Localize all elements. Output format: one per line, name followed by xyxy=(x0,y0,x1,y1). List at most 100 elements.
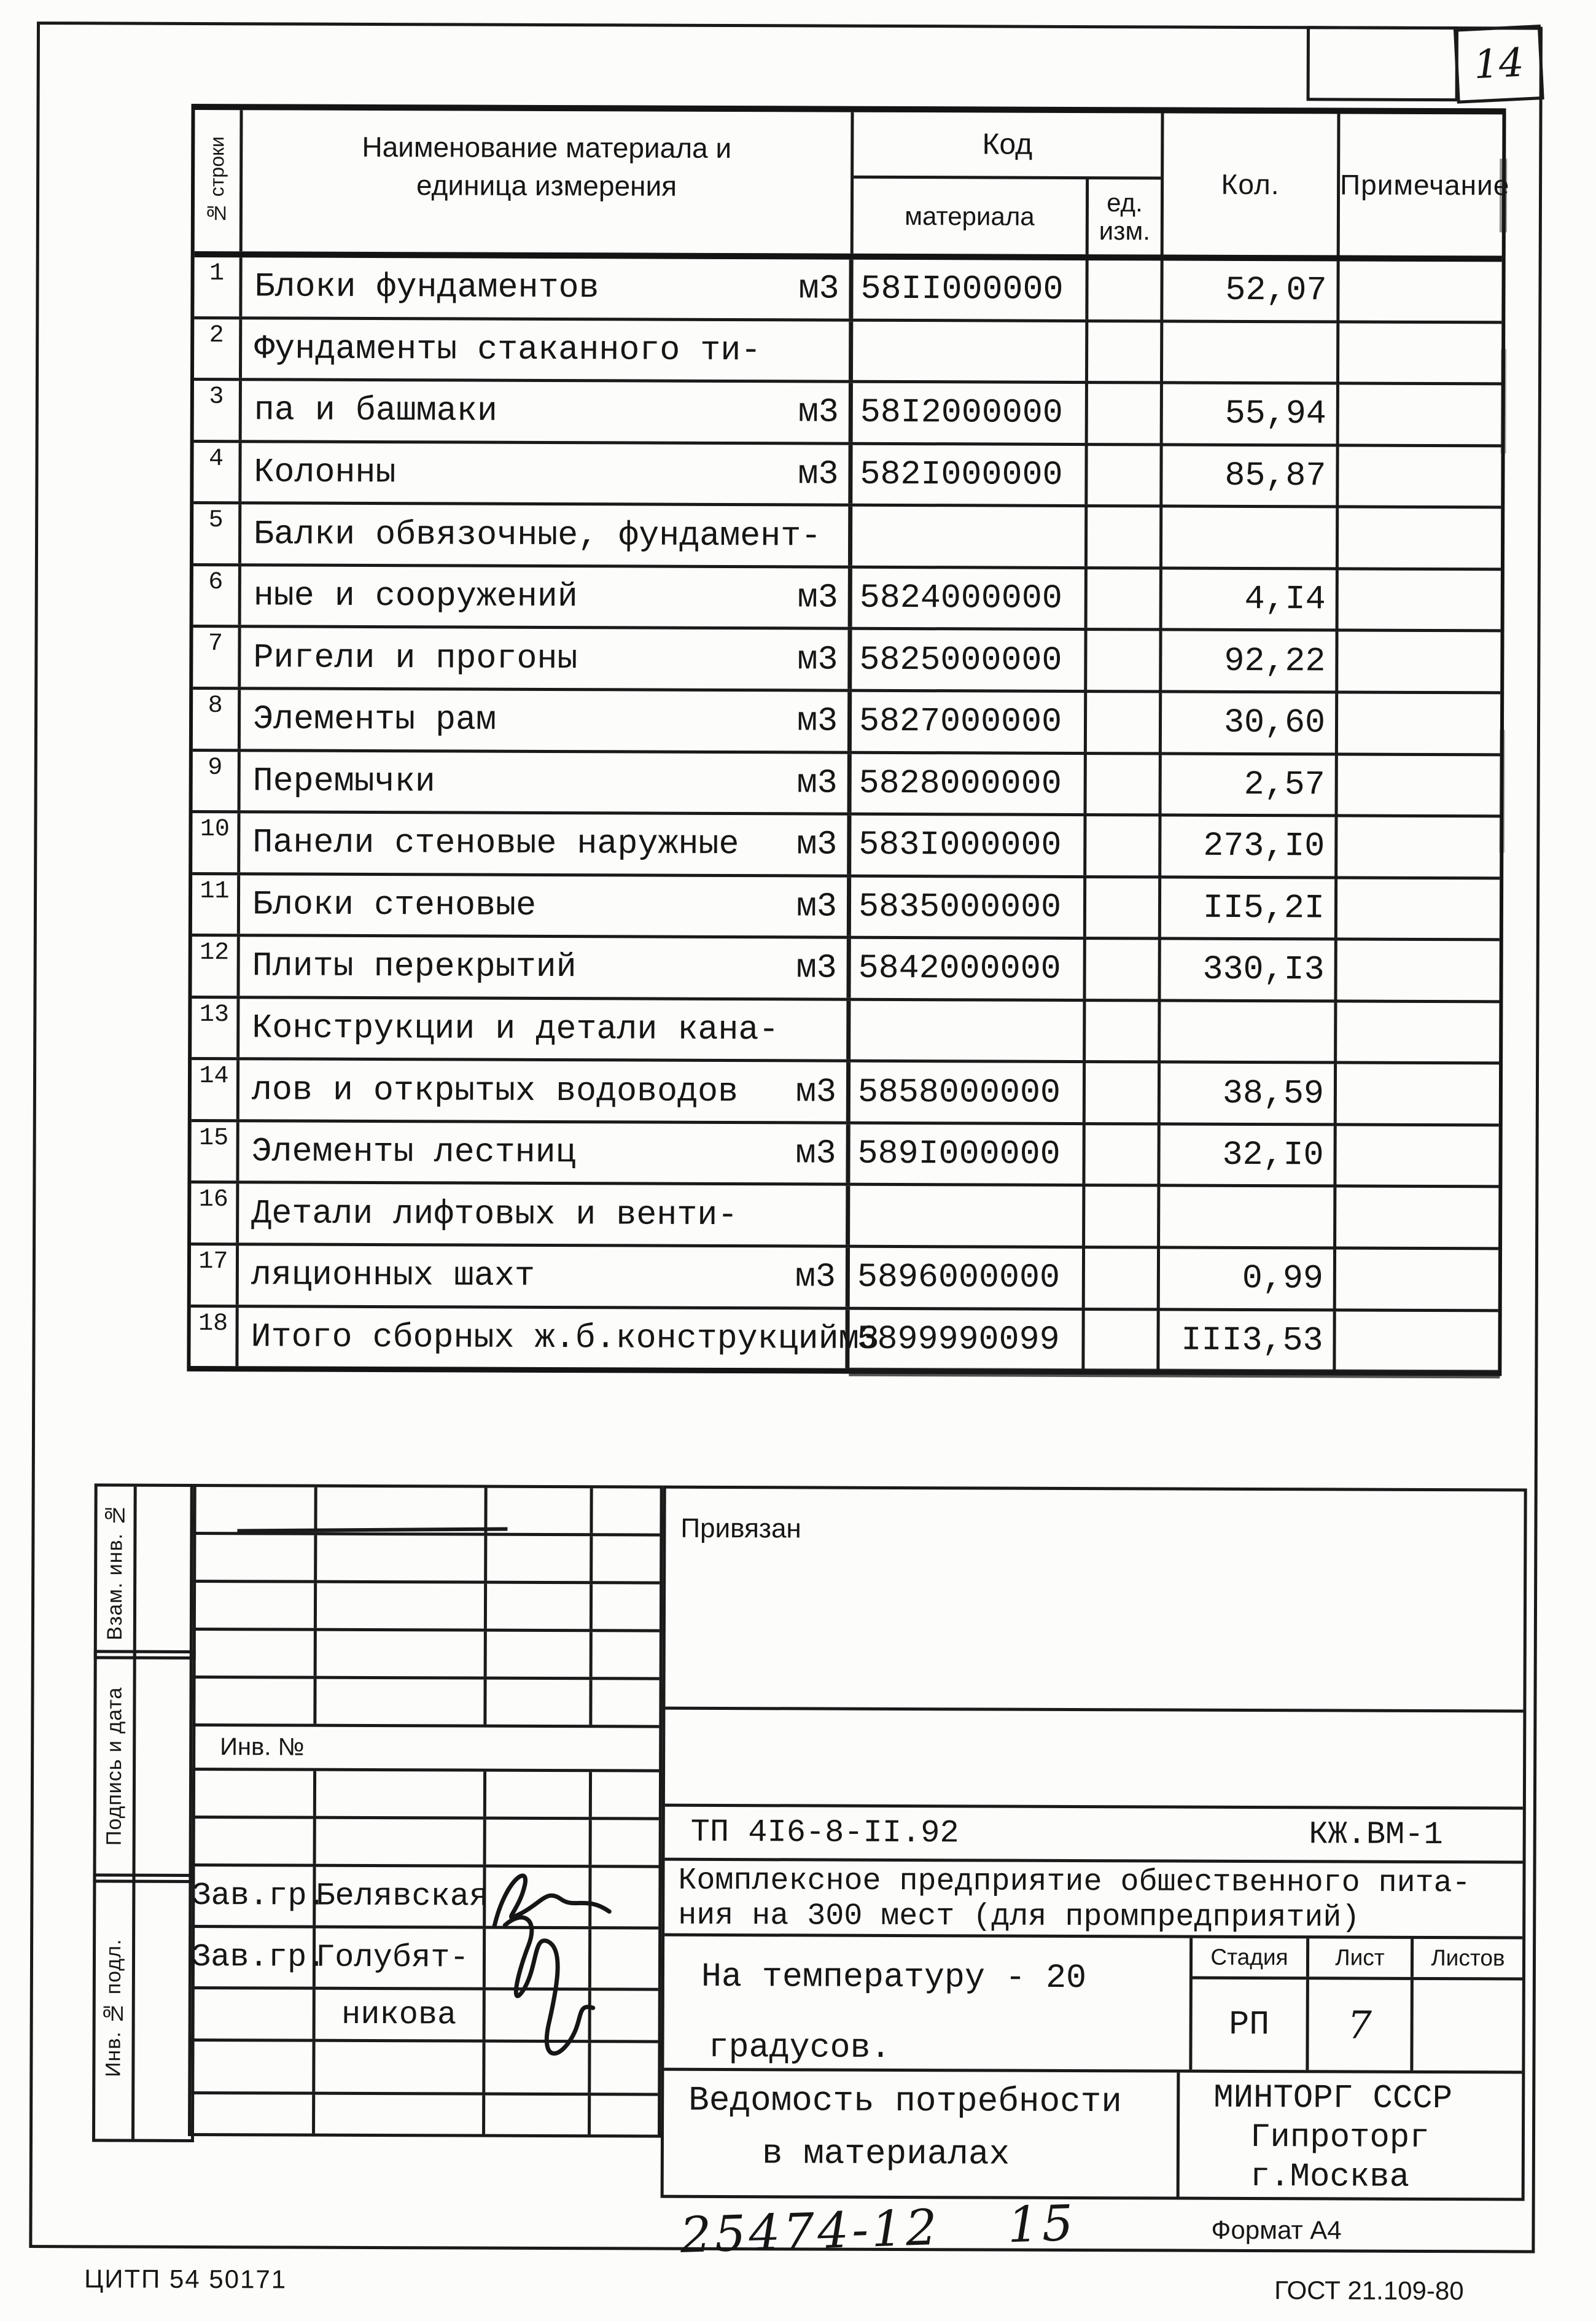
table-row: 12 Плиты перекрытий м3 5842000000 330,I3 xyxy=(192,937,1500,1004)
table-row: 9 Перемычки м3 5828000000 2,57 xyxy=(192,751,1500,818)
material-name-cell: ные и сооружений м3 xyxy=(241,566,852,628)
note-cell xyxy=(1336,1249,1498,1308)
material-unit: м3 xyxy=(796,763,838,803)
material-code: 582I000000 xyxy=(852,445,1088,505)
header-qty: Кол. xyxy=(1163,113,1341,256)
material-code: 5828000000 xyxy=(851,754,1087,814)
material-unit: м3 xyxy=(796,701,838,741)
material-name-cell: Фундаменты стаканного ти- xyxy=(241,319,854,380)
material-name-cell: Плиты перекрытий м3 xyxy=(239,937,851,998)
organization: МИНТОРГ СССР Гипроторг г.Москва xyxy=(1213,2079,1453,2196)
material-qty: 32,I0 xyxy=(1160,1125,1337,1185)
material-name: Детали лифтовых и венти- xyxy=(251,1194,738,1235)
signer-name: Голубят- xyxy=(315,1928,486,1987)
material-qty: 330,I3 xyxy=(1161,940,1337,1000)
signer-name-cont: никова xyxy=(315,1989,486,2040)
materials-table-header: № строки Наименование материала и единиц… xyxy=(194,109,1509,262)
material-unit: м3 xyxy=(795,1257,836,1297)
doc-code-row: ТП 4I6-8-II.92 КЖ.ВМ-1 xyxy=(664,1806,1523,1864)
note-cell xyxy=(1336,1311,1498,1370)
sheets-label: Листов xyxy=(1431,1945,1505,1971)
note-cell xyxy=(1337,941,1499,1000)
empty-cell xyxy=(664,1709,1524,1810)
unit-cell xyxy=(1086,754,1162,814)
gost-standard: ГОСТ 21.109-80 xyxy=(1274,2276,1464,2306)
material-qty xyxy=(1162,507,1339,568)
material-name: Балки обвязочные, фундамент- xyxy=(253,514,822,556)
table-row: 10 Панели стеновые наружные м3 583I000000 27… xyxy=(192,813,1500,880)
material-qty: 55,94 xyxy=(1162,384,1339,444)
material-unit: м3 xyxy=(798,269,839,308)
material-qty: 30,60 xyxy=(1161,693,1339,752)
material-code: 5825000000 xyxy=(852,630,1088,690)
row-number: 1 xyxy=(194,257,243,316)
unit-cell xyxy=(1087,507,1163,567)
row-number: 12 xyxy=(192,937,240,996)
material-code xyxy=(851,1001,1086,1061)
grid-row xyxy=(192,1630,660,1680)
project-name: Комплексное предприятие обшественного пи… xyxy=(664,1860,1523,1940)
material-qty: 0,99 xyxy=(1159,1249,1337,1309)
strip-cell xyxy=(134,1877,192,2139)
note-cell xyxy=(1339,509,1501,568)
material-name-cell: Элементы рам м3 xyxy=(240,690,852,751)
note-cell xyxy=(1339,570,1501,629)
material-name-cell: Элементы лестниц м3 xyxy=(239,1122,851,1184)
table-row: 6 ные и сооружений м3 5824000000 4,I4 xyxy=(193,566,1501,633)
unit-cell xyxy=(1088,445,1163,505)
stage-label: Стадия xyxy=(1192,1938,1310,1977)
material-unit: м3 xyxy=(795,1072,837,1112)
note-cell xyxy=(1337,1064,1499,1123)
doc-code: ТП 4I6-8-II.92 xyxy=(690,1814,959,1852)
unit-cell xyxy=(1087,569,1162,628)
material-name: Панели стеновые наружные xyxy=(252,823,739,864)
row-number: 3 xyxy=(193,381,242,440)
plant-code: ЦИТП 54 50171 xyxy=(84,2264,287,2294)
row-number: 14 xyxy=(191,1060,240,1120)
material-code xyxy=(852,506,1088,566)
table-row: 1 Блоки фундаментов м3 58II000000 52,07 xyxy=(194,257,1502,324)
note-cell xyxy=(1338,755,1500,814)
unit-cell xyxy=(1086,692,1162,752)
material-name-cell: Балки обвязочные, фундамент- xyxy=(241,504,853,566)
title-block-right: Привязан ТП 4I6-8-II.92 КЖ.ВМ-1 Комплекс… xyxy=(660,1485,1527,2201)
material-name-cell: Панели стеновые наружные м3 xyxy=(240,813,852,875)
row-number: 9 xyxy=(192,751,241,811)
sheets-value xyxy=(1413,1980,1522,2071)
grid-row xyxy=(192,1770,660,1820)
note-cell xyxy=(1336,1188,1498,1247)
unit-cell xyxy=(1084,1249,1161,1308)
material-code: 5858000000 xyxy=(850,1063,1086,1122)
unit-cell xyxy=(1086,1001,1161,1061)
material-unit: м3 xyxy=(798,454,839,494)
material-code: 5824000000 xyxy=(852,568,1088,628)
material-name: ляционных шахт xyxy=(251,1255,535,1296)
strip-section-vzam: Взам. инв. № xyxy=(93,1483,197,1660)
scan-smudge xyxy=(1500,349,1507,454)
grid-row xyxy=(191,2094,658,2135)
material-code: 5842000000 xyxy=(851,938,1086,999)
material-name: Фундаменты стаканного ти- xyxy=(254,329,761,370)
material-unit: м3 xyxy=(797,640,838,679)
material-qty: II5,2I xyxy=(1161,878,1338,938)
stage-value: РП xyxy=(1192,1979,1309,2070)
note-cell xyxy=(1336,1126,1498,1185)
material-name-cell: Конструкции и детали кана- xyxy=(239,998,851,1060)
row-number: 8 xyxy=(192,689,241,749)
material-name: Ригели и прогоны xyxy=(253,638,578,678)
material-code xyxy=(850,1186,1086,1246)
material-name-cell: Перемычки м3 xyxy=(240,751,852,813)
note-cell xyxy=(1339,323,1501,382)
material-name-cell: ляционных шахт м3 xyxy=(238,1246,851,1307)
handwritten-sheet-number: 15 xyxy=(1006,2194,1077,2254)
signer-name: Белявская xyxy=(316,1867,488,1926)
material-qty: 52,07 xyxy=(1163,260,1340,321)
page-number: 14 xyxy=(1453,24,1544,104)
material-name: Элементы рам xyxy=(252,700,497,739)
materials-table: № строки Наименование материала и единиц… xyxy=(187,103,1509,1376)
grid-row xyxy=(192,1582,660,1633)
sheet-value: 7 xyxy=(1309,1980,1414,2070)
row-number: 10 xyxy=(192,813,241,872)
header-name: Наименование материала и единица измерен… xyxy=(242,110,854,254)
strip-label-inv: Инв. № подл. xyxy=(101,1938,126,2077)
